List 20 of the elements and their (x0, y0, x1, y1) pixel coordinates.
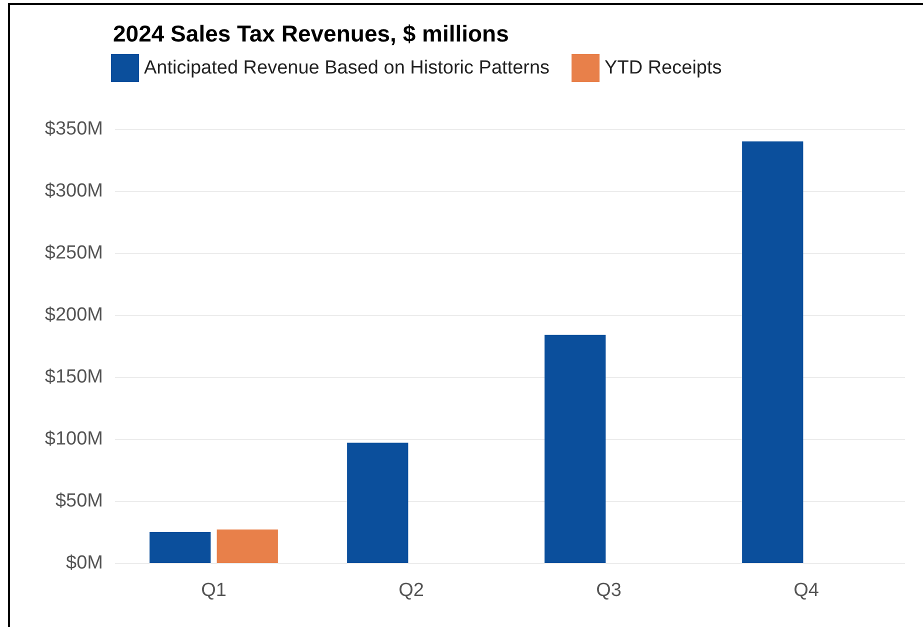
y-tick-label: $200M (44, 304, 103, 326)
y-tick-label: $300M (44, 180, 103, 202)
bar (347, 442, 408, 563)
y-tick-label: $100M (44, 428, 103, 450)
x-tick-label: Q2 (398, 580, 424, 601)
y-tick-label: $250M (44, 242, 103, 264)
y-tick-label: $0M (66, 552, 103, 574)
y-tick-label: $150M (44, 366, 103, 388)
bar (216, 530, 278, 563)
legend-label: Anticipated Revenue Based on Historic Patterns (144, 58, 550, 78)
x-tick-label: Q3 (596, 580, 622, 601)
bar (150, 532, 211, 563)
bar (742, 141, 804, 563)
legend-label: YTD Receipts (604, 58, 722, 78)
x-tick-label: Q1 (201, 580, 226, 601)
y-tick-label: $350M (44, 118, 103, 140)
x-tick-label: Q4 (794, 580, 820, 601)
y-tick-label: $50M (55, 490, 103, 512)
chart-title: 2024 Sales Tax Revenues, $ millions (113, 20, 509, 46)
bar (544, 334, 606, 563)
